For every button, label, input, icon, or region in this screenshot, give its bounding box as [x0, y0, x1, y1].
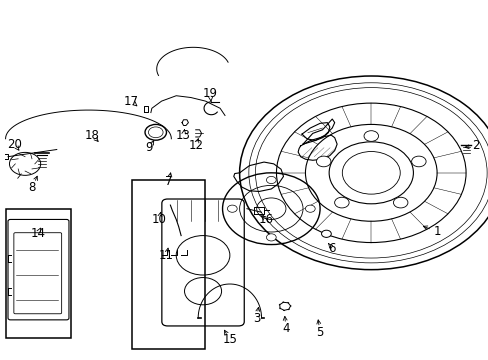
Text: 13: 13	[176, 129, 191, 142]
Text: 18: 18	[85, 129, 100, 142]
Circle shape	[266, 234, 276, 241]
Text: 10: 10	[151, 213, 166, 226]
Bar	[5, 209, 71, 338]
Text: 12: 12	[188, 139, 203, 152]
Circle shape	[393, 197, 407, 208]
Text: 11: 11	[159, 249, 174, 262]
Text: 5: 5	[316, 326, 323, 339]
Text: 1: 1	[432, 225, 440, 238]
Circle shape	[334, 197, 348, 208]
Circle shape	[266, 176, 276, 184]
Text: 3: 3	[252, 311, 260, 325]
Text: 16: 16	[259, 213, 273, 226]
Text: 15: 15	[222, 333, 237, 346]
Text: 4: 4	[282, 322, 289, 335]
Text: 17: 17	[123, 95, 139, 108]
Circle shape	[411, 156, 425, 167]
Circle shape	[363, 131, 378, 141]
Circle shape	[305, 205, 315, 212]
Text: 14: 14	[30, 227, 45, 240]
Circle shape	[321, 230, 330, 237]
Circle shape	[316, 156, 330, 167]
Text: 7: 7	[165, 175, 172, 188]
Text: 2: 2	[471, 139, 479, 152]
Text: 8: 8	[29, 181, 36, 194]
Circle shape	[227, 205, 237, 212]
Text: 6: 6	[328, 242, 335, 255]
Text: 20: 20	[7, 138, 22, 150]
Text: 19: 19	[203, 87, 218, 100]
Text: 9: 9	[145, 141, 153, 154]
Bar	[132, 180, 205, 348]
